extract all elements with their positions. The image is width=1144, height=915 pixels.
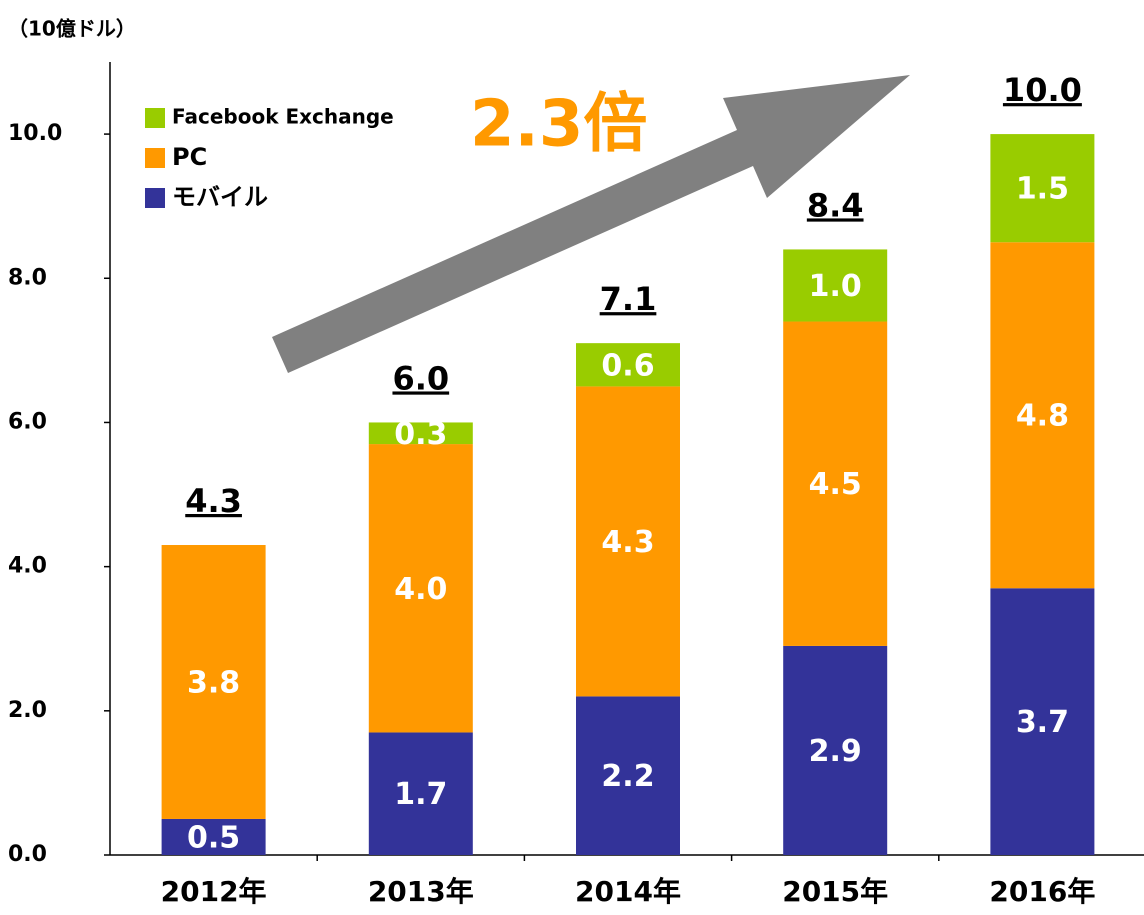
bar-segment — [576, 343, 680, 387]
value-label: 2.9 — [809, 734, 862, 769]
y-tick-label: 10.0 — [8, 121, 62, 146]
bar-segment — [161, 818, 266, 855]
y-tick-label: 4.0 — [8, 554, 47, 579]
legend-label: PC — [172, 143, 207, 171]
legend-swatch — [145, 108, 165, 128]
y-tick-label: 8.0 — [8, 265, 47, 290]
bar-segment — [783, 645, 888, 855]
value-label: 4.5 — [809, 467, 862, 502]
legend-label: モバイル — [172, 183, 268, 211]
legend-label: Facebook Exchange — [172, 105, 394, 129]
value-label: 2.2 — [601, 759, 654, 794]
bar-segment — [990, 134, 1095, 243]
total-label: 4.3 — [185, 482, 242, 520]
value-label: 4.8 — [1016, 399, 1069, 434]
total-label: 6.0 — [392, 359, 449, 397]
y-axis-label: （10億ドル） — [8, 17, 136, 41]
total-label: 7.1 — [600, 280, 657, 318]
bar-segment — [990, 588, 1095, 855]
total-label: 10.0 — [1003, 71, 1082, 109]
bar-segment — [990, 242, 1095, 589]
bar-segment — [368, 422, 473, 445]
bar-segment — [783, 321, 888, 646]
value-label: 0.5 — [187, 820, 240, 855]
x-tick-label: 2013年 — [368, 875, 474, 908]
x-tick-label: 2012年 — [161, 875, 267, 908]
legend-swatch — [145, 188, 165, 208]
value-label: 1.7 — [394, 777, 447, 812]
trend-arrow — [272, 75, 910, 373]
value-label: 1.5 — [1016, 172, 1069, 207]
total-label: 8.4 — [807, 186, 864, 224]
annotation: 2.3倍 — [470, 88, 647, 162]
bar-segment — [161, 545, 266, 819]
value-label: 0.6 — [601, 348, 654, 383]
y-tick-label: 6.0 — [8, 409, 47, 434]
y-tick-label: 0.0 — [8, 842, 47, 867]
bar-segment — [576, 696, 680, 855]
value-label: 3.7 — [1016, 705, 1069, 740]
x-tick-label: 2015年 — [782, 875, 888, 908]
bar-segment — [783, 249, 888, 322]
bar-segment — [576, 386, 680, 697]
value-label: 1.0 — [809, 269, 862, 304]
y-tick-label: 2.0 — [8, 698, 47, 723]
value-label: 3.8 — [187, 665, 240, 700]
x-tick-label: 2014年 — [575, 875, 681, 908]
x-tick-label: 2016年 — [989, 875, 1095, 908]
value-label: 0.3 — [394, 417, 447, 452]
legend-swatch — [145, 148, 165, 168]
bar-segment — [368, 444, 473, 733]
bar-segment — [368, 732, 473, 855]
value-label: 4.3 — [601, 525, 654, 560]
value-label: 4.0 — [394, 572, 447, 607]
